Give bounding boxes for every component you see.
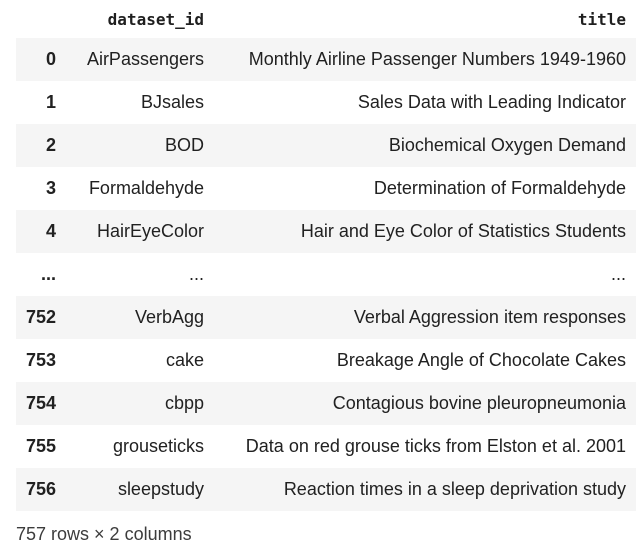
row-index: 4 xyxy=(45,221,56,241)
cell-title: Hair and Eye Color of Statistics Student… xyxy=(300,221,626,241)
cell-dataset-id: HairEyeColor xyxy=(96,221,204,241)
cell-dataset-id: cbpp xyxy=(164,393,204,413)
cell-dataset-id: VerbAgg xyxy=(134,307,204,327)
cell-dataset-id: sleepstudy xyxy=(117,479,204,499)
table-row: 1 BJsales Sales Data with Leading Indica… xyxy=(16,81,636,124)
cell-title: Monthly Airline Passenger Numbers 1949-1… xyxy=(248,49,626,69)
row-index: 754 xyxy=(25,393,56,413)
cell-title: Reaction times in a sleep deprivation st… xyxy=(283,479,626,499)
cell-title: Biochemical Oxygen Demand xyxy=(388,135,626,155)
table-row: 754 cbpp Contagious bovine pleuropneumon… xyxy=(16,382,636,425)
cell-title: Determination of Formaldehyde xyxy=(373,178,626,198)
row-index: ... xyxy=(40,264,56,284)
cell-title: Sales Data with Leading Indicator xyxy=(357,92,626,112)
cell-dataset-id: ... xyxy=(188,264,204,284)
cell-title: Contagious bovine pleuropneumonia xyxy=(332,393,626,413)
table-row: 756 sleepstudy Reaction times in a sleep… xyxy=(16,468,636,511)
cell-title: Breakage Angle of Chocolate Cakes xyxy=(336,350,626,370)
cell-title: Verbal Aggression item responses xyxy=(353,307,626,327)
cell-dataset-id: BOD xyxy=(164,135,204,155)
row-index: 2 xyxy=(45,135,56,155)
row-index: 3 xyxy=(45,178,56,198)
cell-title: ... xyxy=(610,264,626,284)
cell-dataset-id: Formaldehyde xyxy=(88,178,204,198)
ellipsis-row: ... ... ... xyxy=(16,253,636,296)
table-row: 4 HairEyeColor Hair and Eye Color of Sta… xyxy=(16,210,636,253)
shape-summary: 757 rows × 2 columns xyxy=(16,524,192,544)
table-row: 3 Formaldehyde Determination of Formalde… xyxy=(16,167,636,210)
cell-dataset-id: AirPassengers xyxy=(86,49,204,69)
index-header xyxy=(16,0,68,38)
dataframe-table: dataset_id title 0 AirPassengers Monthly… xyxy=(16,0,636,511)
column-header-dataset-id: dataset_id xyxy=(107,9,204,29)
cell-dataset-id: grouseticks xyxy=(112,436,204,456)
table-row: 753 cake Breakage Angle of Chocolate Cak… xyxy=(16,339,636,382)
row-index: 0 xyxy=(45,49,56,69)
cell-title: Data on red grouse ticks from Elston et … xyxy=(245,436,626,456)
table-row: 755 grouseticks Data on red grouse ticks… xyxy=(16,425,636,468)
row-index: 756 xyxy=(25,479,56,499)
table-row: 0 AirPassengers Monthly Airline Passenge… xyxy=(16,38,636,81)
cell-dataset-id: cake xyxy=(165,350,204,370)
row-index: 752 xyxy=(25,307,56,327)
row-index: 1 xyxy=(45,92,56,112)
row-index: 755 xyxy=(25,436,56,456)
table-row: 752 VerbAgg Verbal Aggression item respo… xyxy=(16,296,636,339)
row-index: 753 xyxy=(25,350,56,370)
header-row: dataset_id title xyxy=(16,0,636,38)
column-header-title: title xyxy=(577,9,626,29)
table-row: 2 BOD Biochemical Oxygen Demand xyxy=(16,124,636,167)
cell-dataset-id: BJsales xyxy=(140,92,204,112)
